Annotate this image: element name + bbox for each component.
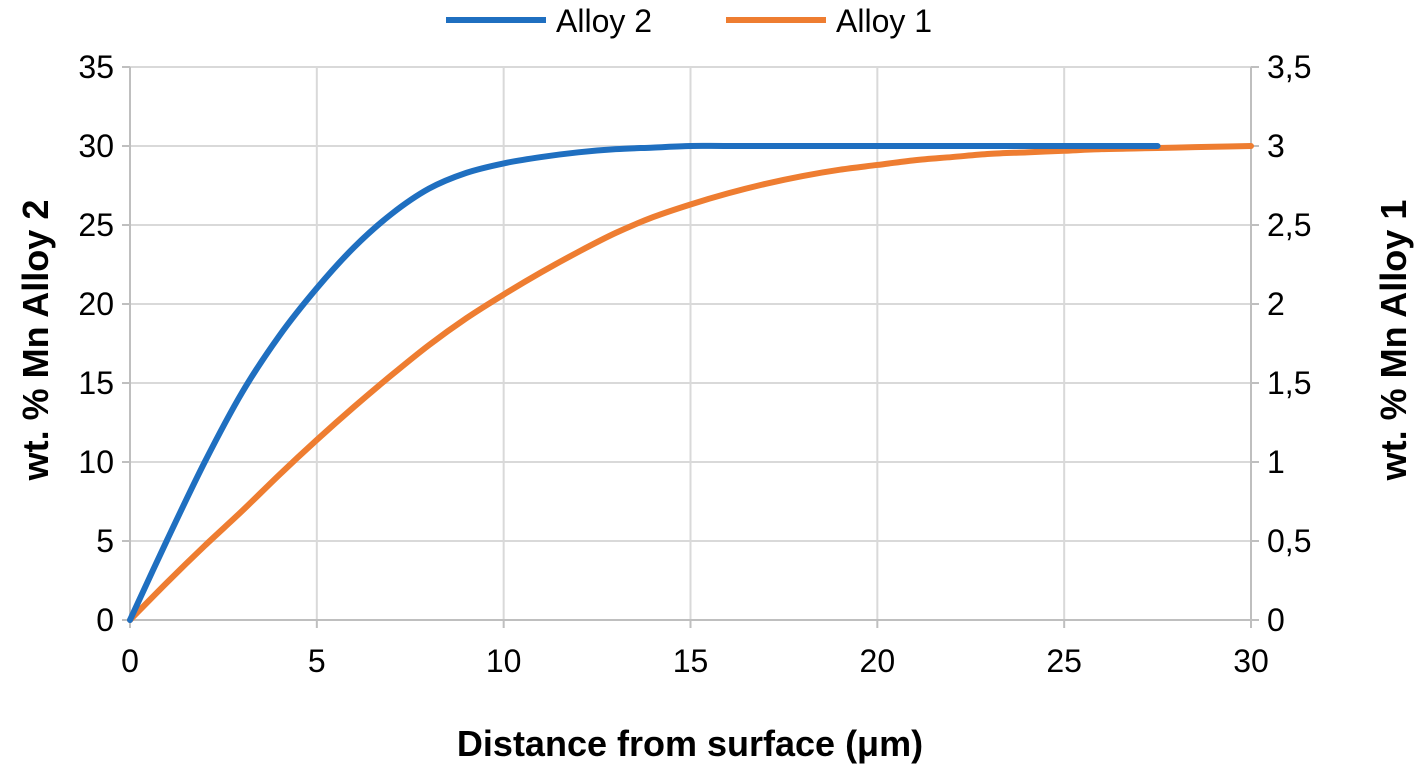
x-tick-label: 5 (308, 643, 326, 679)
series-lines (127, 142, 1254, 623)
tick-labels: 0 5 10 15 20 25 30 35 0 0,5 1 1,5 2 2,5 3 3,5 0 5 10 15 20 25… (78, 49, 1311, 679)
x-axis-title: Distance from surface (μm) (457, 723, 923, 764)
series-line-alloy-2 (127, 142, 1161, 623)
y-left-tick-label: 10 (78, 444, 114, 480)
legend: Alloy 2 Alloy 1 (446, 3, 932, 39)
y-right-tick-label: 2,5 (1267, 207, 1311, 243)
y-axis-left-title: wt. % Mn Alloy 2 (15, 200, 56, 482)
x-tick-label: 30 (1233, 643, 1269, 679)
y-axis-right-title: wt. % Mn Alloy 1 (1373, 200, 1414, 482)
y-left-tick-label: 15 (78, 365, 114, 401)
y-right-tick-label: 2 (1267, 286, 1285, 322)
legend-label-alloy-2: Alloy 2 (556, 3, 652, 39)
y-right-tick-label: 1,5 (1267, 365, 1311, 401)
x-tick-label: 10 (486, 643, 522, 679)
y-right-tick-label: 3 (1267, 128, 1285, 164)
series-line-alloy-1 (127, 143, 1254, 623)
axes (122, 66, 1259, 628)
x-tick-label: 25 (1046, 643, 1082, 679)
x-tick-label: 20 (860, 643, 896, 679)
x-tick-label: 0 (121, 643, 139, 679)
y-right-tick-label: 3,5 (1267, 49, 1311, 85)
y-left-tick-label: 30 (78, 128, 114, 164)
x-tick-label: 15 (673, 643, 709, 679)
y-left-tick-label: 25 (78, 207, 114, 243)
y-right-tick-label: 0,5 (1267, 523, 1311, 559)
y-right-tick-label: 0 (1267, 602, 1285, 638)
y-left-tick-label: 20 (78, 286, 114, 322)
legend-label-alloy-1: Alloy 1 (836, 3, 932, 39)
y-left-tick-label: 5 (96, 523, 114, 559)
y-left-tick-label: 0 (96, 602, 114, 638)
y-left-tick-label: 35 (78, 49, 114, 85)
y-right-tick-label: 1 (1267, 444, 1285, 480)
